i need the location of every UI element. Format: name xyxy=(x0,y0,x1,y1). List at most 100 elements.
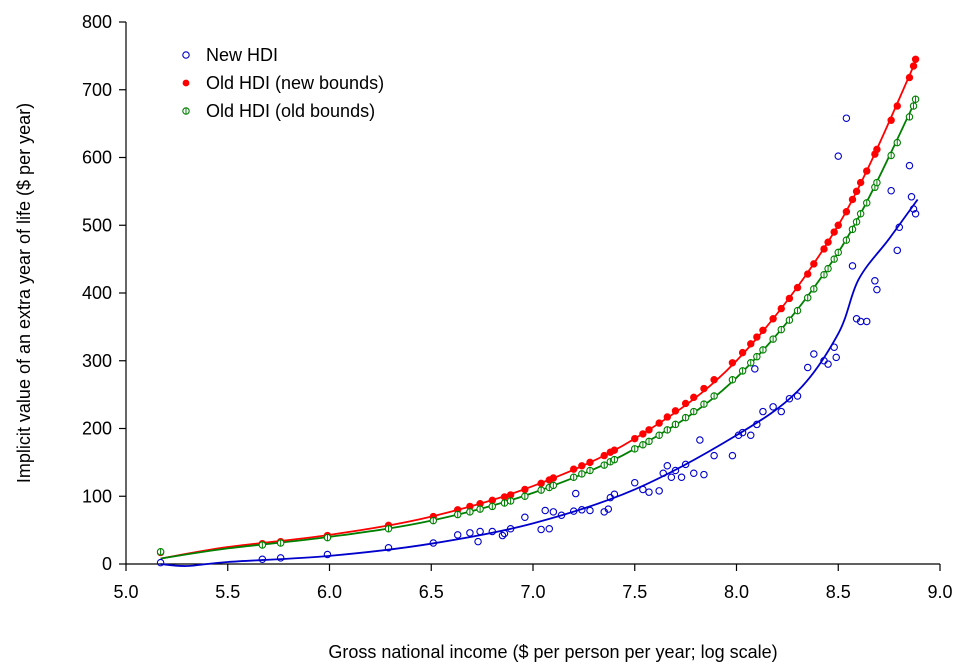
x-tick-label: 6.5 xyxy=(419,582,444,602)
data-point xyxy=(549,481,558,490)
x-axis-label: Gross national income ($ per person per … xyxy=(328,642,777,662)
x-tick-label: 5.0 xyxy=(113,582,138,602)
x-tick-label: 8.5 xyxy=(826,582,851,602)
y-tick-label: 200 xyxy=(82,419,112,439)
data-point xyxy=(738,348,747,357)
legend-label: Old HDI (old bounds) xyxy=(206,101,375,121)
data-point xyxy=(753,420,761,429)
data-point xyxy=(852,187,861,196)
data-point xyxy=(537,479,545,488)
data-point xyxy=(384,543,393,552)
data-point xyxy=(521,492,529,500)
data-point xyxy=(746,359,755,367)
data-point xyxy=(541,506,549,515)
data-point xyxy=(842,236,851,244)
data-point xyxy=(753,333,761,341)
data-point xyxy=(578,462,586,470)
data-point xyxy=(747,340,755,348)
data-point xyxy=(759,346,767,354)
data-point xyxy=(909,102,918,110)
data-point xyxy=(893,138,902,147)
data-point xyxy=(804,270,812,278)
data-point xyxy=(639,485,647,494)
data-point xyxy=(905,161,914,170)
data-point xyxy=(645,437,653,446)
data-point xyxy=(769,315,777,323)
data-point xyxy=(677,473,686,482)
data-point xyxy=(793,392,802,400)
data-point xyxy=(753,352,761,361)
data-point xyxy=(785,316,794,324)
data-point xyxy=(681,413,690,422)
data-point xyxy=(645,426,653,434)
data-point xyxy=(671,407,680,415)
data-point xyxy=(323,550,332,559)
data-point xyxy=(610,446,619,454)
data-point xyxy=(655,419,663,427)
data-point xyxy=(500,529,509,538)
data-point xyxy=(832,353,840,362)
data-point xyxy=(759,326,767,334)
data-point xyxy=(586,458,594,467)
data-point xyxy=(710,392,718,400)
data-point xyxy=(681,460,690,469)
y-tick-label: 400 xyxy=(82,283,112,303)
data-point xyxy=(893,246,902,255)
data-point xyxy=(453,531,462,539)
data-point xyxy=(700,470,708,479)
data-point xyxy=(639,441,647,449)
data-point xyxy=(690,407,698,416)
data-point xyxy=(700,400,708,408)
data-point xyxy=(738,367,747,375)
data-point xyxy=(671,466,680,475)
data-point xyxy=(476,505,484,513)
data-point xyxy=(777,407,786,416)
data-point xyxy=(258,541,267,549)
data-point xyxy=(710,451,718,460)
data-point xyxy=(537,525,545,534)
data-point xyxy=(905,73,914,82)
data-point xyxy=(578,506,586,514)
legend: New HDI Old HDI (new bounds) Old HDI (old … xyxy=(182,45,384,121)
data-point xyxy=(569,473,578,482)
data-point xyxy=(834,221,842,229)
data-point xyxy=(911,95,920,103)
data-point xyxy=(751,365,759,373)
y-tick-label: 700 xyxy=(82,80,112,100)
data-point xyxy=(830,255,838,263)
data-point xyxy=(630,478,639,487)
data-point xyxy=(639,430,647,438)
data-point xyxy=(681,399,690,408)
data-point xyxy=(488,527,497,536)
data-point xyxy=(873,145,881,154)
data-point xyxy=(824,264,832,273)
data-point xyxy=(777,304,785,313)
data-point xyxy=(863,167,871,175)
data-point xyxy=(521,485,529,494)
data-point xyxy=(610,455,619,464)
data-point xyxy=(887,151,895,160)
data-point xyxy=(842,114,851,122)
data-point xyxy=(537,486,545,494)
data-point xyxy=(569,507,578,515)
data-point xyxy=(655,487,663,495)
data-point xyxy=(384,525,393,533)
data-point xyxy=(728,359,737,367)
data-point xyxy=(323,533,332,542)
data-point xyxy=(156,548,165,556)
data-point xyxy=(803,293,812,302)
data-point xyxy=(630,445,639,453)
data-point xyxy=(545,525,554,533)
fit-line-0 xyxy=(160,198,919,567)
x-tick-label: 5.5 xyxy=(215,582,240,602)
data-point xyxy=(631,434,639,443)
data-point xyxy=(498,531,507,540)
data-point xyxy=(848,262,857,270)
data-point xyxy=(700,384,708,393)
data-points xyxy=(156,55,920,567)
data-point xyxy=(645,488,653,496)
data-point xyxy=(690,469,698,477)
data-point xyxy=(663,413,672,421)
data-point xyxy=(871,277,879,285)
